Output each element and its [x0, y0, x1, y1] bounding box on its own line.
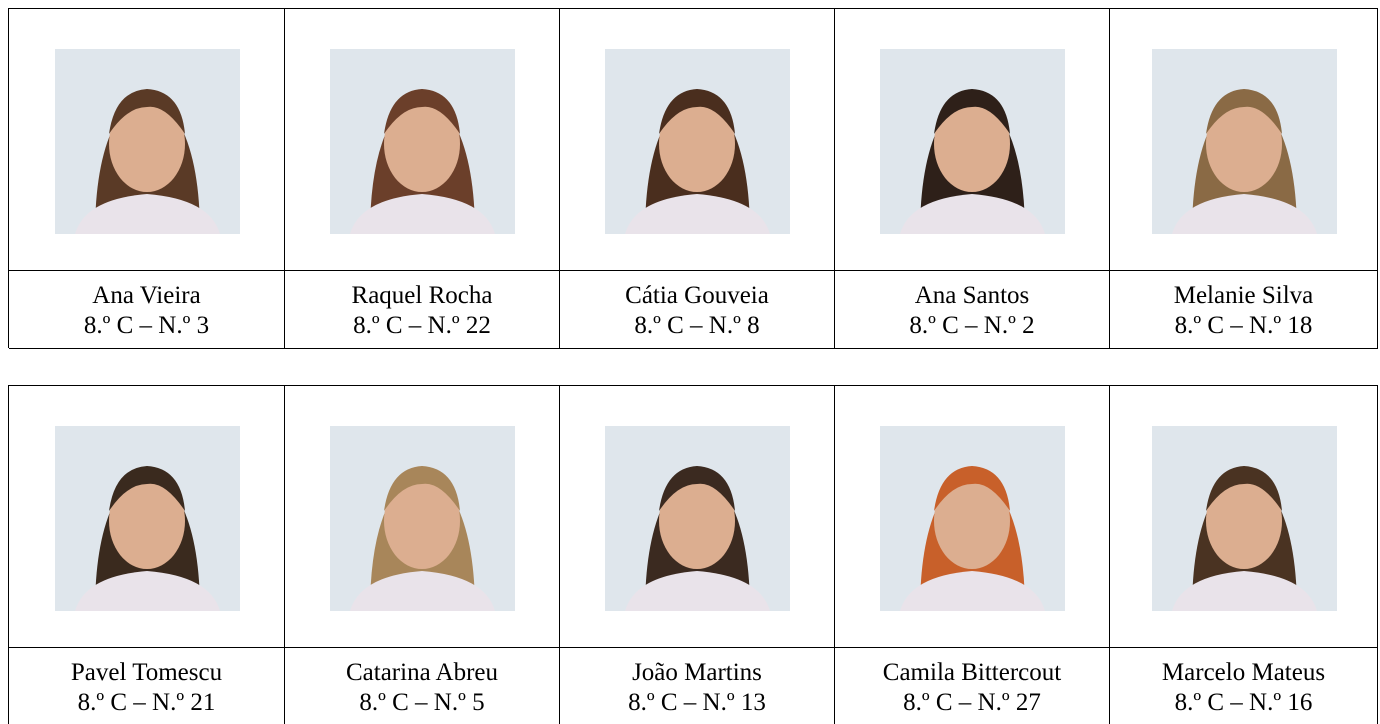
photo-placeholder [1171, 466, 1317, 611]
student-photo [1151, 49, 1337, 234]
photo-placeholder [625, 466, 770, 611]
caption-cell: Camila Bittercout 8.º C – N.º 27 [835, 648, 1110, 724]
student-class: 8.º C – N.º 16 [1174, 689, 1313, 716]
student-photo [880, 49, 1065, 234]
student-name: Ana Vieira [92, 282, 201, 309]
photo-cell [285, 9, 560, 271]
student-photo [54, 426, 240, 611]
caption-cell: Marcelo Mateus 8.º C – N.º 16 [1110, 648, 1378, 724]
photo-placeholder [1171, 89, 1317, 234]
student-class: 8.º C – N.º 5 [359, 689, 485, 716]
caption-cell: Melanie Silva 8.º C – N.º 18 [1110, 271, 1378, 349]
caption-cell: Catarina Abreu 8.º C – N.º 5 [285, 648, 560, 724]
student-photo [1151, 426, 1337, 611]
photo-placeholder [900, 466, 1045, 611]
student-class: 8.º C – N.º 21 [77, 689, 216, 716]
photo-cell [560, 9, 835, 271]
caption-cell: Pavel Tomescu 8.º C – N.º 21 [9, 648, 285, 724]
photo-table: Ana Vieira 8.º C – N.º 3 Raquel Rocha 8.º … [8, 8, 1378, 349]
student-name: Pavel Tomescu [70, 659, 223, 686]
photo-cell [835, 9, 1110, 271]
photo-cell [560, 386, 835, 648]
photo-placeholder [625, 89, 770, 234]
caption-cell: Cátia Gouveia 8.º C – N.º 8 [560, 271, 835, 349]
student-photo [605, 426, 790, 611]
student-photo [330, 49, 515, 234]
photo-placeholder [350, 466, 495, 611]
photo-cell [1110, 386, 1378, 648]
student-name: João Martins [632, 659, 762, 686]
student-name: Raquel Rocha [351, 282, 493, 309]
student-photo [880, 426, 1065, 611]
photo-cell [9, 386, 285, 648]
caption-cell: Raquel Rocha 8.º C – N.º 22 [285, 271, 560, 349]
student-class: 8.º C – N.º 27 [903, 689, 1041, 716]
student-name: Camila Bittercout [882, 659, 1062, 686]
caption-cell: Ana Vieira 8.º C – N.º 3 [9, 271, 285, 349]
student-photo [54, 49, 240, 234]
photo-cell [285, 386, 560, 648]
student-class: 8.º C – N.º 13 [628, 689, 766, 716]
photo-placeholder [900, 89, 1045, 234]
photo-cell [835, 386, 1110, 648]
photo-placeholder [74, 466, 220, 611]
photo-placeholder [350, 89, 495, 234]
student-class: 8.º C – N.º 2 [909, 312, 1035, 339]
caption-cell: João Martins 8.º C – N.º 13 [560, 648, 835, 724]
photo-cell [9, 9, 285, 271]
student-name: Catarina Abreu [345, 659, 499, 686]
caption-cell: Ana Santos 8.º C – N.º 2 [835, 271, 1110, 349]
student-name: Melanie Silva [1173, 282, 1314, 309]
student-name: Ana Santos [914, 282, 1030, 309]
photo-table: Pavel Tomescu 8.º C – N.º 21 Catarina Abr… [8, 385, 1378, 724]
student-name: Marcelo Mateus [1161, 659, 1326, 686]
student-photo [330, 426, 515, 611]
student-class: 8.º C – N.º 8 [634, 312, 760, 339]
student-class: 8.º C – N.º 18 [1174, 312, 1313, 339]
photo-cell [1110, 9, 1378, 271]
photo-placeholder [74, 89, 220, 234]
student-class: 8.º C – N.º 22 [353, 312, 491, 339]
student-photo [605, 49, 790, 234]
student-class: 8.º C – N.º 3 [83, 312, 210, 339]
student-name: Cátia Gouveia [625, 282, 769, 309]
